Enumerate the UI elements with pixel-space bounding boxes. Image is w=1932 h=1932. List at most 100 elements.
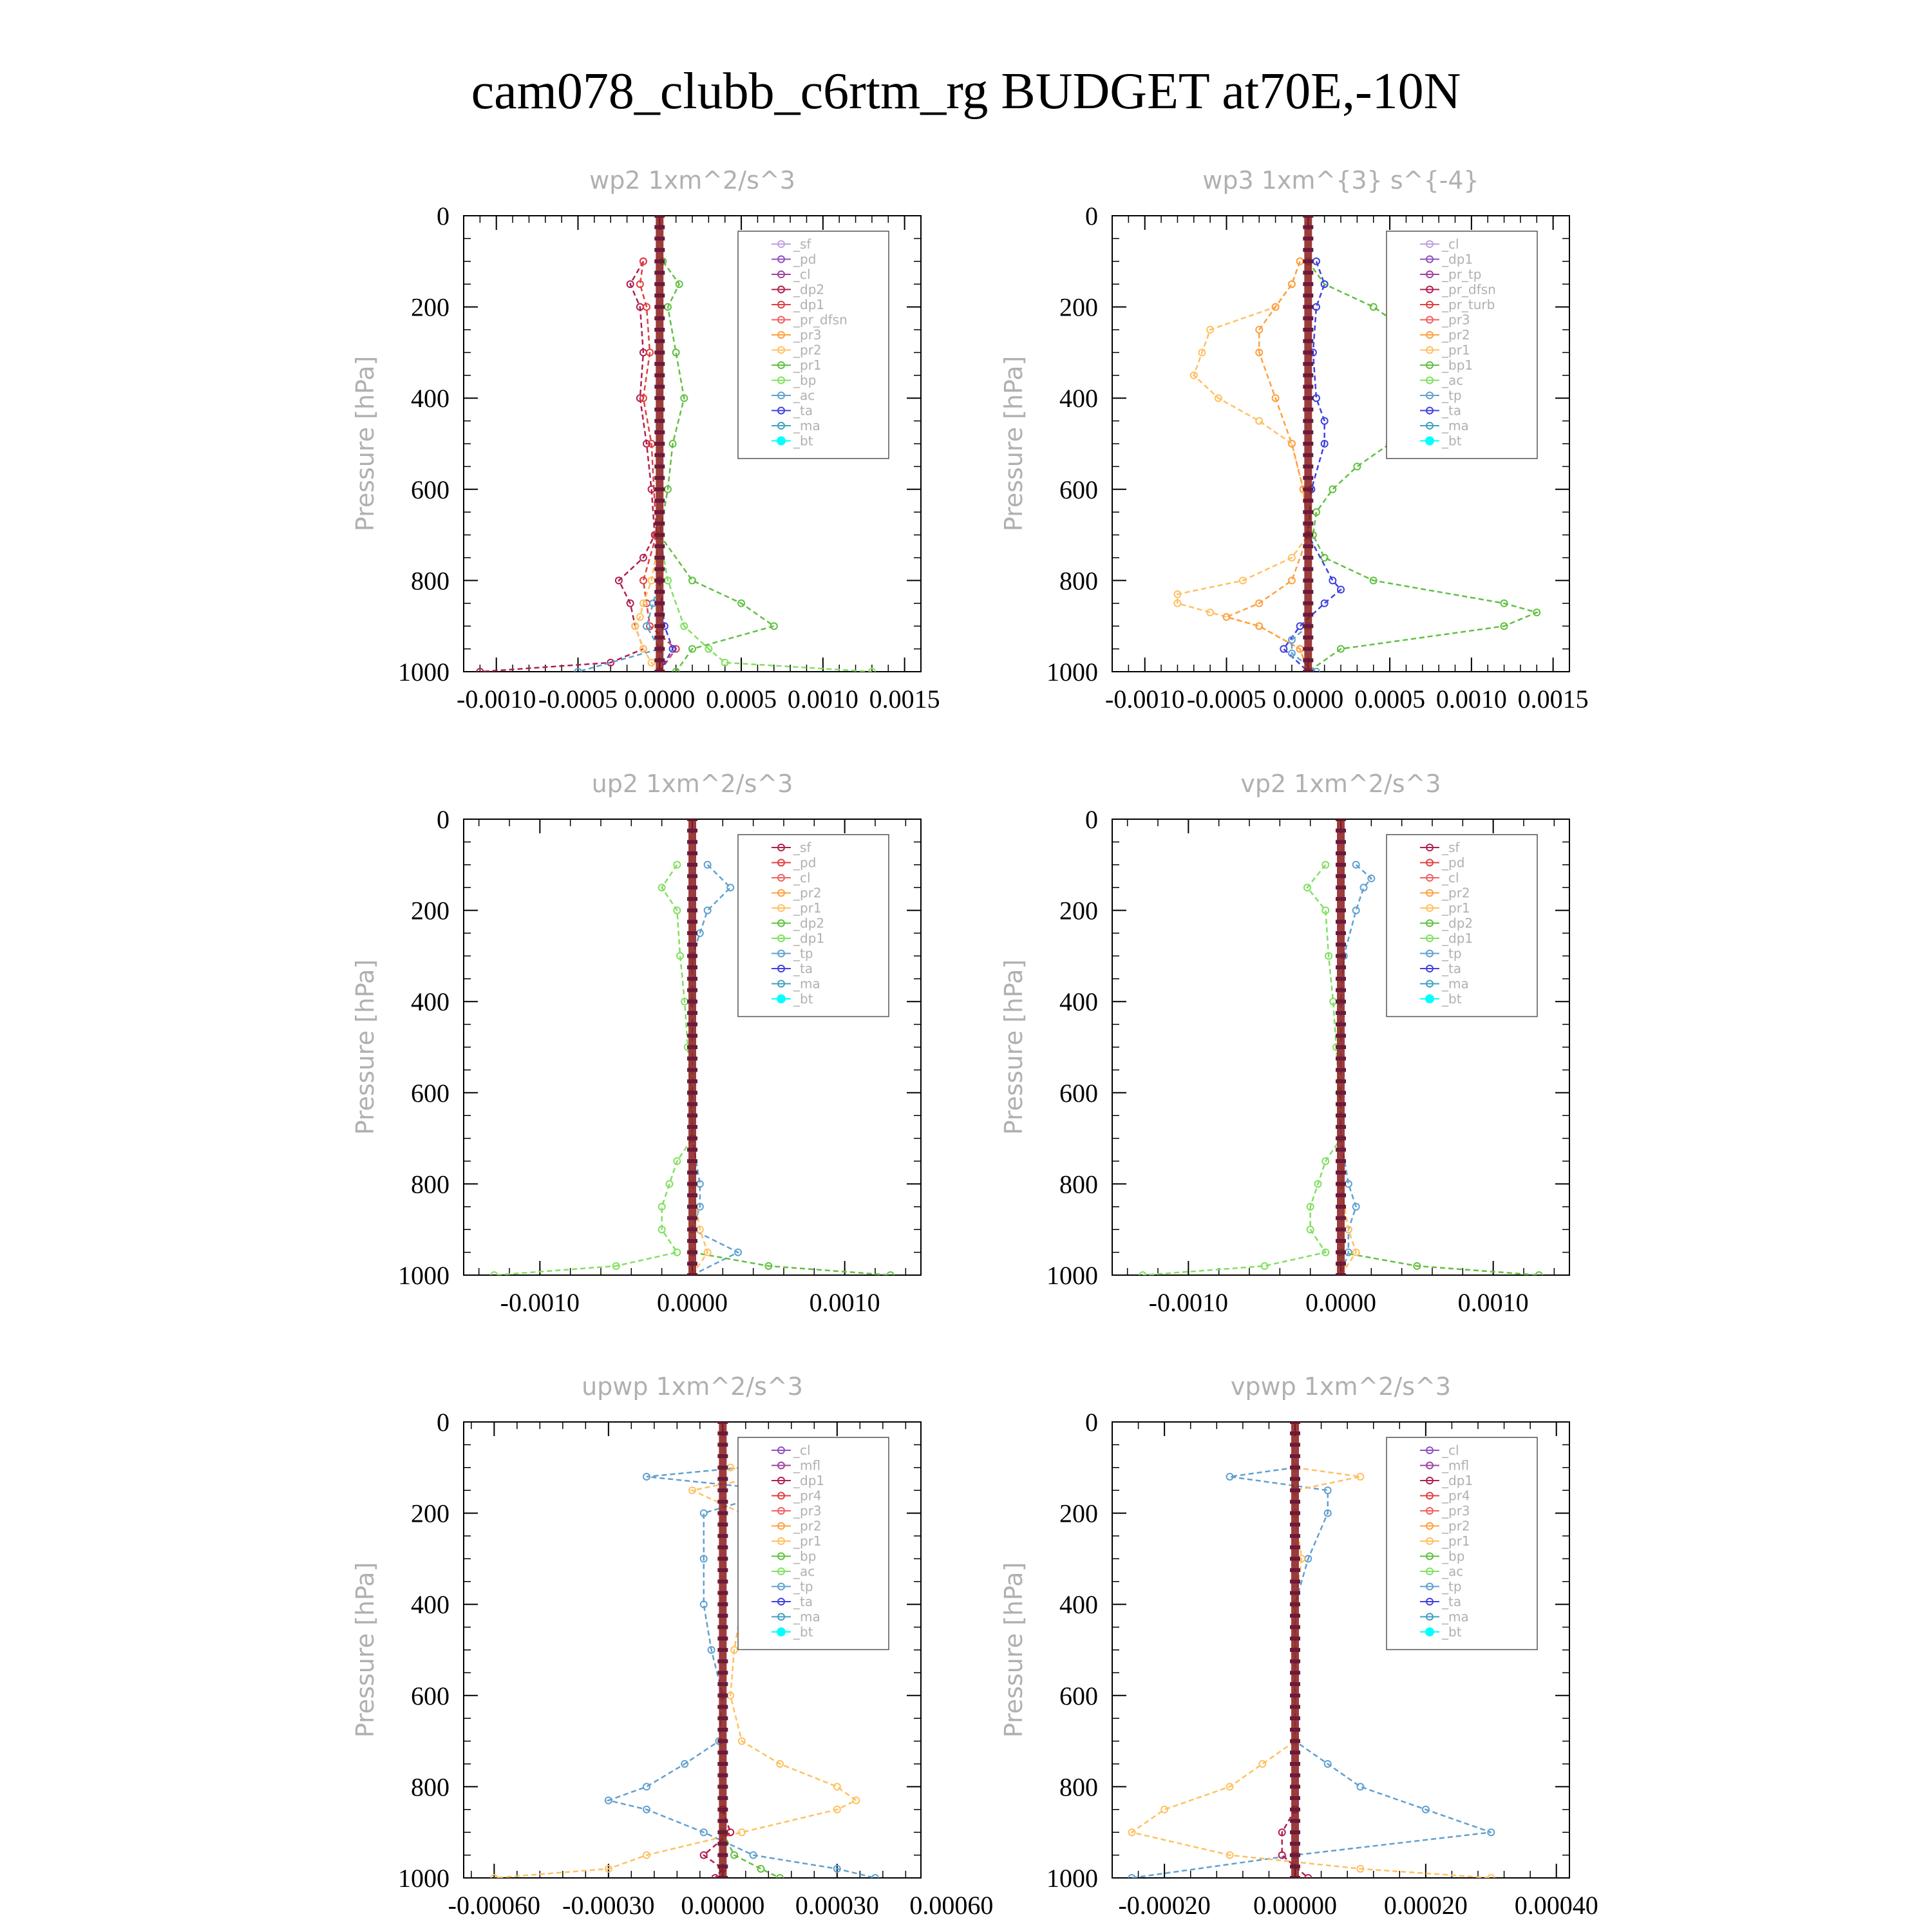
- bt-marker: [687, 1182, 697, 1186]
- bt-marker: [654, 612, 665, 617]
- data-point: [574, 668, 582, 672]
- series-group: [1139, 819, 1543, 1275]
- bt-marker: [717, 1773, 728, 1777]
- x-tick-label: -0.0010: [1105, 685, 1184, 714]
- data-point: [699, 1509, 708, 1517]
- legend-label: _ac: [1441, 373, 1463, 388]
- bt-marker: [1290, 1716, 1300, 1721]
- series-line-bp: [659, 535, 873, 672]
- data-point: [1238, 576, 1247, 585]
- legend-label: _pr_dfsn: [793, 312, 848, 328]
- data-point: [672, 348, 680, 357]
- data-point: [1320, 554, 1329, 562]
- bt-marker: [654, 635, 665, 639]
- legend-label: _bt: [793, 433, 813, 449]
- data-point: [776, 1874, 784, 1878]
- legend-label: _bt: [1441, 991, 1462, 1007]
- bt-marker: [654, 521, 665, 526]
- legend: _sf_pd_cl_pr2_pr1_dp2_dp1_tp_ta_ma_bt: [1386, 834, 1538, 1018]
- legend-label: _dp1: [793, 297, 824, 312]
- data-point: [673, 906, 681, 914]
- legend-marker: [1426, 904, 1434, 912]
- data-point: [1337, 645, 1345, 653]
- data-point: [1280, 645, 1288, 653]
- bt-marker: [717, 1591, 728, 1595]
- data-point: [643, 1783, 650, 1791]
- y-tick-label: 200: [1059, 1499, 1098, 1528]
- bt-marker: [654, 578, 665, 583]
- x-tick-label: 0.00030: [795, 1891, 879, 1920]
- bt-marker: [654, 384, 665, 389]
- y-axis-label: Pressure [hPa]: [351, 960, 379, 1135]
- legend-label: _ta: [1441, 403, 1461, 419]
- data-point: [675, 280, 683, 289]
- y-tick-label: 600: [411, 1681, 450, 1710]
- data-point: [643, 1805, 650, 1814]
- bt-marker: [1303, 248, 1314, 252]
- bt-marker: [1290, 1443, 1300, 1447]
- bt-marker: [1336, 828, 1346, 833]
- bt-marker: [654, 453, 665, 457]
- bt-marker: [654, 236, 665, 241]
- data-point: [639, 576, 647, 585]
- bt-marker: [1290, 1830, 1300, 1835]
- bt-marker: [717, 1819, 728, 1823]
- legend-label: _pr4: [793, 1488, 822, 1504]
- bt-marker: [654, 362, 665, 366]
- legend-label: _ac: [1441, 1564, 1463, 1579]
- bt-marker: [1336, 851, 1346, 856]
- bt-marker: [1336, 1182, 1346, 1186]
- bt-marker: [654, 259, 665, 263]
- y-tick-label: 1000: [1046, 658, 1098, 687]
- y-axis-label: Pressure [hPa]: [999, 1562, 1028, 1738]
- bt-marker: [1290, 1534, 1300, 1538]
- bt-marker: [654, 556, 665, 560]
- data-point: [1487, 1828, 1495, 1837]
- bt-marker: [1336, 1102, 1346, 1106]
- panel-title: up2 1xm^2/s^3: [592, 770, 793, 798]
- bt-marker: [1336, 1090, 1346, 1095]
- legend-marker: [777, 1492, 785, 1500]
- bt-marker: [717, 1785, 728, 1789]
- bt-marker: [1290, 1568, 1300, 1573]
- bt-marker: [717, 1864, 728, 1869]
- data-point: [680, 394, 688, 402]
- legend-label: _pr2: [793, 343, 822, 358]
- legend-marker: [1426, 874, 1434, 882]
- legend-marker: [777, 301, 785, 308]
- x-tick-label: 0.0000: [657, 1288, 728, 1317]
- bt-marker: [1290, 1522, 1300, 1527]
- bt-marker: [687, 1102, 697, 1106]
- y-tick-label: 400: [1059, 987, 1098, 1016]
- bt-marker: [654, 350, 665, 355]
- data-point: [490, 1874, 498, 1878]
- legend-label: _pd: [793, 855, 816, 871]
- chart-panel-2: up2 1xm^2/s^3 Pressure [hPa] 0 200 400 600 800…: [351, 770, 922, 1317]
- legend-marker: [1426, 422, 1434, 430]
- bt-marker: [1303, 521, 1314, 526]
- bt-marker: [687, 1056, 697, 1061]
- bt-marker: [654, 316, 665, 321]
- chart-panel-1: wp3 1xm^{3} s^{-4} Pressure [hPa] 0 200 400 6…: [999, 166, 1589, 714]
- y-tick-label: 600: [1059, 475, 1098, 504]
- bt-marker: [687, 1090, 697, 1095]
- legend-marker: [777, 919, 785, 927]
- legend-label: _bt: [793, 991, 813, 1007]
- data-point: [612, 1262, 620, 1270]
- bt-marker: [1303, 305, 1314, 309]
- bt-marker: [717, 1716, 728, 1721]
- legend-label: _ac: [793, 388, 815, 403]
- bt-marker: [717, 1659, 728, 1663]
- bt-marker: [1303, 328, 1314, 332]
- legend-box: [737, 1437, 889, 1651]
- data-point: [688, 645, 696, 653]
- data-point: [852, 1796, 860, 1804]
- bt-marker: [687, 1170, 697, 1175]
- legend-marker: [777, 346, 785, 354]
- legend-marker: [777, 240, 785, 248]
- data-point: [699, 1828, 708, 1837]
- y-tick-label: 800: [411, 1772, 450, 1801]
- legend-marker: [1426, 1507, 1434, 1515]
- data-point: [1352, 1202, 1360, 1211]
- legend-marker: [777, 889, 785, 897]
